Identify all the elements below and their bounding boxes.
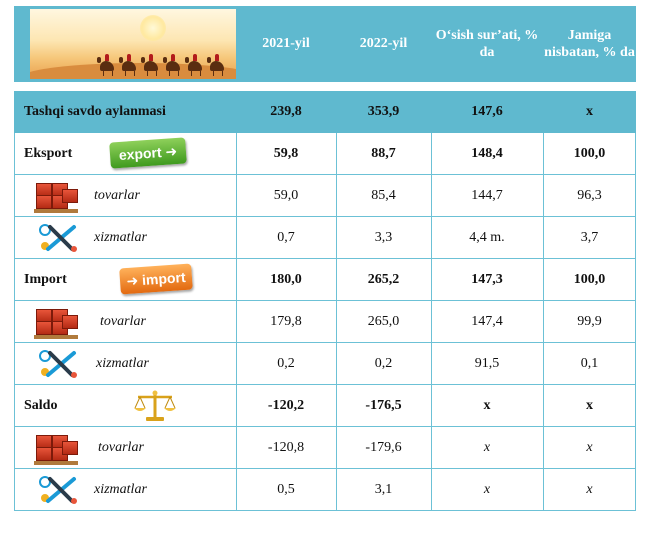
total-2022: 353,9 [367,104,400,119]
table-row: Eksport export ➜ 59,8 88,7 148,4 100,0 [14,133,636,175]
cell-share: x [586,398,593,413]
goods-boxes-icon [34,179,80,213]
goods-boxes-icon [34,305,80,339]
total-growth: 147,6 [471,104,503,119]
cell-2021: 0,7 [277,230,295,245]
row-label: Saldo [24,398,58,413]
cell-2022: 3,3 [374,230,393,245]
row-label: Eksport [24,146,73,161]
services-tools-icon [39,476,77,504]
cell-share: 96,3 [577,188,602,203]
total-row: Tashqi savdo aylanmasi 239,8 353,9 147,6… [14,91,636,133]
header-2022: 2022-yil [359,36,408,52]
cell-2021: 59,0 [273,188,299,203]
total-share: x [586,104,593,119]
cell-share: x [586,440,593,455]
cell-2022: 265,0 [367,314,400,329]
row-label: Import [24,272,67,287]
row-label: xizmatlar [96,356,149,371]
header-share: Jamiga nisbatan, % da [544,27,635,61]
cell-growth: 147,3 [471,272,503,287]
cell-2021: 180,0 [270,272,302,287]
cell-share: 100,0 [573,146,606,161]
cell-growth: 144,7 [471,188,503,203]
header-2021: 2021-yil [262,36,310,52]
cell-2021: 0,2 [277,356,295,371]
total-label: Tashqi savdo aylanmasi [24,104,166,119]
services-tools-icon [39,224,77,252]
export-badge-icon: export ➜ [109,137,187,169]
balance-scale-icon [134,390,176,421]
cell-2022: -176,5 [365,398,402,413]
cell-growth: 147,4 [471,314,503,329]
cell-share: 100,0 [573,272,606,287]
header-growth: O‘sish sur’ati, % da [435,27,539,61]
cell-growth: 148,4 [471,146,503,161]
cell-growth: 91,5 [474,356,500,371]
cell-2022: 85,4 [371,188,396,203]
cell-2021: 0,5 [277,482,295,497]
table-row: tovarlar 179,8 265,0 147,4 99,9 [14,301,636,343]
cell-share: 0,1 [580,356,599,371]
cell-2021: 59,8 [273,146,299,161]
goods-boxes-icon [34,431,80,465]
table-row: tovarlar 59,0 85,4 144,7 96,3 [14,175,636,217]
cell-2021: 179,8 [270,314,302,329]
services-tools-icon [39,350,77,378]
cell-2021: -120,8 [267,440,305,455]
cell-growth: x [483,398,491,413]
cell-growth: 4,4 m. [469,230,505,245]
table-row: xizmatlar 0,5 3,1 x x [14,469,636,511]
cell-2022: 88,7 [371,146,396,161]
row-label: tovarlar [100,314,146,329]
table-row: xizmatlar 0,7 3,3 4,4 m. 3,7 [14,217,636,259]
row-label: tovarlar [94,188,140,203]
table-row: Import ➜ import 180,0 265,2 147,3 100,0 [14,259,636,301]
trade-table: 2021-yil 2022-yil O‘sish sur’ati, % da J… [14,6,636,511]
table-row: tovarlar -120,8 -179,6 x x [14,427,636,469]
cell-growth: x [483,440,491,455]
row-label: xizmatlar [94,230,147,245]
cell-2022: 265,2 [367,272,400,287]
cell-2022: 3,1 [374,482,393,497]
cell-2022: -179,6 [365,440,402,455]
cell-share: x [586,482,593,497]
table-row: Saldo -120,2 -176,5 x x [14,385,636,427]
row-label: xizmatlar [94,482,147,497]
cell-2022: 0,2 [374,356,393,371]
table-header: 2021-yil 2022-yil O‘sish sur’ati, % da J… [14,6,636,82]
import-badge-icon: ➜ import [119,263,193,295]
row-label: tovarlar [98,440,144,455]
desert-caravan-image [30,9,236,79]
cell-share: 3,7 [580,230,599,245]
table-row: xizmatlar 0,2 0,2 91,5 0,1 [14,343,636,385]
total-2021: 239,8 [270,104,302,119]
cell-share: 99,9 [577,314,602,329]
cell-2021: -120,2 [267,398,305,413]
cell-growth: x [483,482,491,497]
